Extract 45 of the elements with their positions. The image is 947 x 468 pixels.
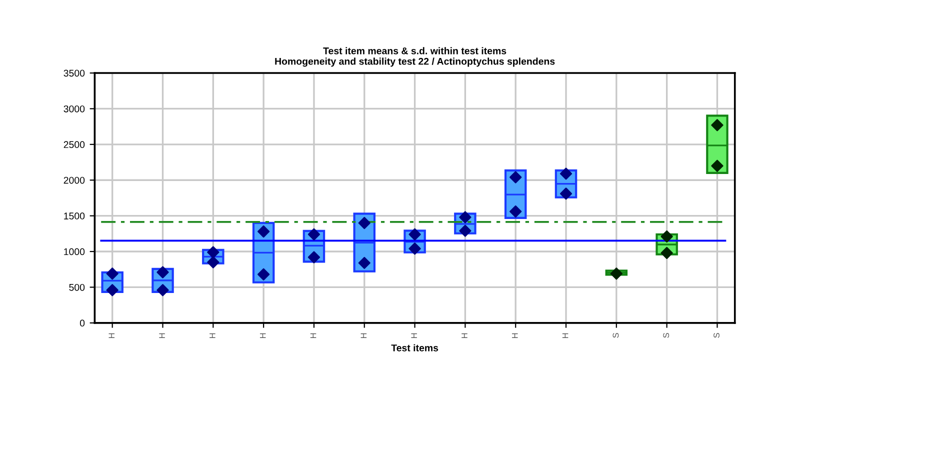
x-tick-label: H xyxy=(411,333,417,338)
point xyxy=(660,230,673,243)
point xyxy=(358,256,370,270)
point xyxy=(308,251,320,264)
point xyxy=(510,205,522,218)
point xyxy=(408,228,421,240)
y-tick-label: 2000 xyxy=(64,176,85,184)
x-axis-title: Test items xyxy=(391,344,438,352)
point xyxy=(308,228,320,240)
point xyxy=(459,224,472,237)
point xyxy=(257,268,270,280)
point xyxy=(408,242,421,255)
x-tick-label: H xyxy=(310,333,316,338)
point xyxy=(358,216,370,230)
y-tick-label: 500 xyxy=(69,284,85,291)
x-tick-label: H xyxy=(159,333,165,338)
point xyxy=(257,225,270,238)
point xyxy=(510,171,522,184)
point xyxy=(711,119,724,132)
x-tick-label: H xyxy=(210,333,216,338)
y-tick-label: 1000 xyxy=(64,248,85,256)
y-tick-label: 3500 xyxy=(64,70,85,77)
x-tick-label: H xyxy=(108,333,114,338)
x-tick-label: H xyxy=(562,333,568,338)
x-tick-label: H xyxy=(260,333,266,338)
point xyxy=(106,284,118,296)
point xyxy=(560,188,572,200)
x-tick-label: S xyxy=(714,333,720,338)
x-tick-label: S xyxy=(612,333,619,338)
point xyxy=(156,284,169,296)
x-tick-label: H xyxy=(462,333,468,338)
point xyxy=(711,160,724,172)
y-tick-label: 3000 xyxy=(64,105,85,112)
point xyxy=(106,268,118,280)
point xyxy=(156,266,169,278)
x-tick-label: S xyxy=(663,333,670,338)
point xyxy=(610,268,622,280)
point xyxy=(660,246,673,260)
y-tick-label: 2500 xyxy=(64,141,85,148)
point xyxy=(560,168,572,180)
chart-title: Test item means & s.d. within test items Homogeneity and stability test 22 / Actinoptychus splendens xyxy=(275,47,555,67)
x-tick-label: H xyxy=(360,333,367,338)
y-tick-label: 0 xyxy=(80,320,85,327)
y-tick-label: 1500 xyxy=(64,212,85,220)
x-tick-label: H xyxy=(512,333,518,338)
